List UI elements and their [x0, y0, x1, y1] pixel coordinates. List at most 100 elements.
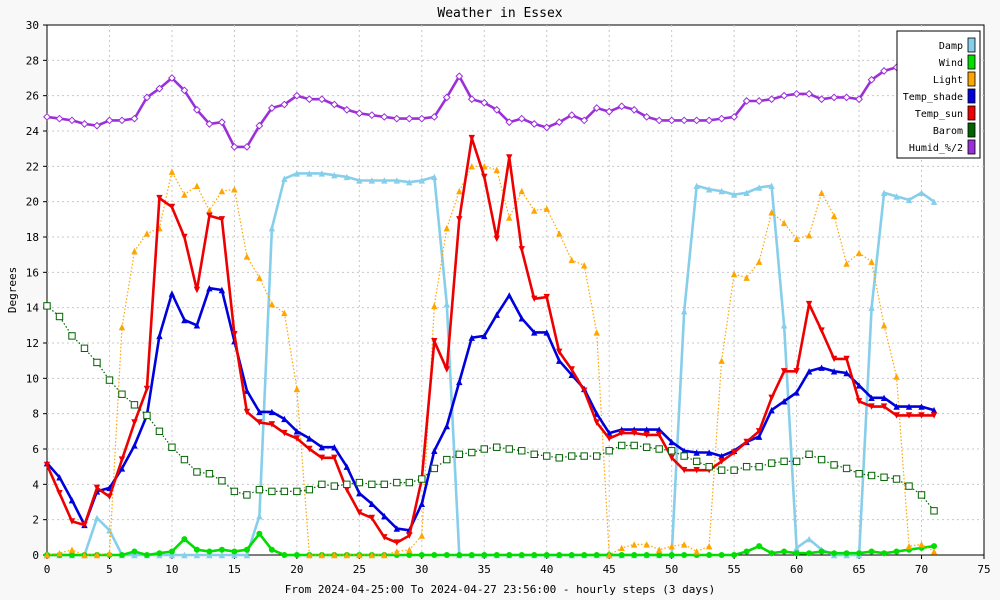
data-point-barom	[842, 464, 851, 473]
legend-label: Damp	[939, 41, 963, 52]
data-point-humid-2	[180, 86, 189, 95]
data-point-barom	[617, 441, 626, 450]
data-point-barom	[80, 344, 89, 353]
data-point-temp-sun	[768, 394, 775, 401]
data-point-light	[206, 207, 213, 214]
data-point-temp-shade	[456, 378, 463, 386]
data-point-temp-sun	[68, 518, 76, 525]
data-point-temp-shade	[830, 368, 838, 375]
data-point-barom	[605, 447, 613, 455]
x-tick-label: 75	[977, 563, 990, 576]
data-point-light	[68, 546, 76, 553]
legend-swatch	[967, 139, 976, 155]
data-point-temp-sun	[206, 212, 213, 219]
data-point-light	[630, 541, 638, 548]
data-point-temp-sun	[830, 355, 838, 363]
data-point-temp-sun	[643, 431, 650, 439]
data-point-wind	[256, 530, 263, 537]
legend-label: Light	[933, 75, 963, 86]
data-point-temp-shade	[181, 316, 188, 324]
data-point-temp-sun	[918, 412, 925, 419]
data-point-light	[880, 322, 888, 329]
x-axis-label: From 2024-04-25:00 To 2024-04-27 23:56:0…	[285, 583, 715, 596]
data-point-humid-2	[717, 114, 726, 123]
data-point-barom	[692, 457, 701, 466]
data-point-temp-shade	[393, 525, 401, 532]
data-point-damp	[705, 186, 713, 193]
data-point-barom	[430, 464, 438, 473]
data-point-humid-2	[242, 142, 251, 151]
data-point-wind	[406, 552, 413, 558]
data-point-light	[381, 551, 388, 559]
data-point-humid-2	[330, 100, 339, 109]
data-point-temp-sun	[930, 412, 938, 419]
data-point-barom	[855, 470, 863, 478]
series-light	[43, 163, 938, 559]
data-point-barom	[305, 485, 314, 494]
data-point-barom	[180, 455, 189, 464]
data-point-light	[431, 302, 438, 310]
data-point-temp-shade	[193, 322, 201, 329]
data-point-wind	[818, 548, 825, 555]
data-point-barom	[268, 487, 276, 496]
data-point-temp-sun	[506, 154, 513, 161]
data-point-temp-sun	[655, 431, 663, 439]
data-point-humid-2	[118, 116, 126, 125]
data-point-wind	[768, 550, 775, 557]
data-point-barom	[705, 462, 713, 471]
data-point-humid-2	[655, 116, 664, 125]
data-point-humid-2	[305, 95, 314, 104]
data-point-damp	[356, 177, 363, 184]
data-point-humid-2	[80, 120, 89, 128]
data-point-barom	[118, 390, 126, 398]
data-point-barom	[543, 452, 551, 460]
data-point-wind	[543, 552, 550, 558]
data-point-temp-shade	[780, 398, 788, 405]
data-point-humid-2	[292, 91, 301, 100]
x-tick-label: 30	[415, 563, 428, 576]
data-point-barom	[230, 487, 239, 496]
data-point-barom	[755, 462, 763, 471]
data-point-light	[918, 541, 925, 548]
data-point-temp-sun	[431, 338, 438, 345]
data-point-damp	[131, 551, 138, 559]
data-point-wind	[593, 552, 600, 558]
data-point-humid-2	[755, 97, 764, 105]
data-point-wind	[281, 552, 288, 558]
data-point-temp-sun	[193, 286, 201, 294]
data-point-humid-2	[130, 114, 139, 123]
data-point-barom	[880, 473, 888, 481]
data-point-wind	[206, 548, 213, 555]
data-point-temp-sun	[243, 408, 251, 416]
data-point-barom	[917, 491, 926, 499]
data-point-barom	[730, 466, 738, 474]
data-point-damp	[418, 177, 425, 184]
data-point-damp	[393, 177, 401, 184]
data-point-barom	[43, 302, 51, 310]
data-point-temp-shade	[118, 465, 126, 472]
data-point-light	[568, 256, 575, 264]
data-point-temp-shade	[843, 369, 850, 377]
data-point-light	[181, 191, 188, 198]
data-point-damp	[318, 170, 326, 177]
data-point-barom	[655, 445, 663, 453]
data-point-temp-shade	[493, 311, 500, 318]
data-point-light	[356, 551, 363, 559]
data-point-humid-2	[742, 97, 751, 105]
y-tick-label: 4	[32, 478, 39, 491]
data-point-temp-shade	[905, 403, 913, 410]
data-point-wind	[506, 552, 513, 558]
data-point-damp	[381, 177, 388, 184]
data-point-humid-2	[517, 114, 526, 123]
data-point-barom	[243, 491, 251, 499]
data-point-temp-sun	[393, 539, 401, 546]
y-tick-label: 16	[26, 266, 39, 279]
data-point-humid-2	[580, 116, 589, 125]
data-point-wind	[556, 552, 563, 558]
data-point-humid-2	[492, 105, 501, 114]
data-point-temp-sun	[805, 300, 813, 308]
data-point-humid-2	[105, 116, 114, 125]
series-barom	[43, 302, 938, 515]
data-point-wind	[443, 552, 450, 558]
data-point-damp	[868, 304, 875, 311]
